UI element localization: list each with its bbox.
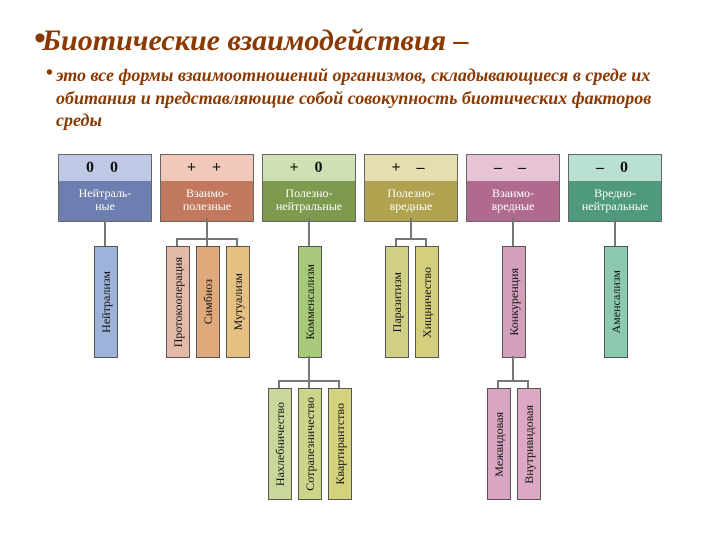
connector — [425, 238, 427, 246]
tier1-label: Симбиоз — [201, 273, 216, 330]
diagram-column: – –Взаимо-вредные — [466, 154, 560, 222]
tier1-box: Симбиоз — [196, 246, 220, 358]
column-label: Взаимо-вредные — [467, 181, 559, 221]
connector — [206, 238, 208, 246]
tier2-label: Квартирантство — [333, 397, 348, 491]
connector — [512, 218, 514, 240]
connector — [308, 356, 310, 382]
sign-row: + – — [365, 155, 457, 181]
column-label: Взаимо-полезные — [161, 181, 253, 221]
diagram-column: + –Полезно-вредные — [364, 154, 458, 222]
tier2-label: Сотрапезничество — [303, 391, 318, 497]
tier1-box: Мутуализм — [226, 246, 250, 358]
diagram-column: 0 0Нейтраль-ные — [58, 154, 152, 222]
tier2-box: Межвидовая — [487, 388, 511, 500]
sign-row: – – — [467, 155, 559, 181]
connector — [512, 356, 514, 382]
tier1-label: Мутуализм — [231, 267, 246, 336]
tier1-label: Протокооперация — [171, 251, 186, 353]
diagram-column: + +Взаимо-полезные — [160, 154, 254, 222]
connector — [512, 238, 514, 246]
connector — [395, 238, 427, 240]
connector — [206, 218, 208, 240]
tier1-box: Комменсализм — [298, 246, 322, 358]
tier1-box: Аменсализм — [604, 246, 628, 358]
connector — [410, 218, 412, 240]
connector — [236, 238, 238, 246]
tier2-label: Межвидовая — [492, 406, 507, 483]
page-title: Биотические взаимодействия – — [42, 24, 469, 58]
tier1-box: Нейтрализм — [94, 246, 118, 358]
interaction-diagram: 0 0Нейтраль-ные Нейтрализм + +Взаимо-полез… — [58, 154, 662, 514]
column-header: – –Взаимо-вредные — [466, 154, 560, 222]
connector — [176, 238, 178, 246]
connector — [308, 238, 310, 246]
tier1-label: Хищничество — [420, 261, 435, 344]
connector — [338, 380, 340, 388]
tier1-box: Паразитизм — [385, 246, 409, 358]
column-label: Вредно-нейтральные — [569, 181, 661, 221]
column-header: + +Взаимо-полезные — [160, 154, 254, 222]
connector — [614, 238, 616, 246]
tier2-box: Квартирантство — [328, 388, 352, 500]
tier1-label: Нейтрализм — [99, 265, 114, 339]
connector — [497, 380, 499, 388]
connector — [497, 380, 529, 382]
connector — [278, 380, 280, 388]
connector — [527, 380, 529, 388]
diagram-column: – 0Вредно-нейтральные — [568, 154, 662, 222]
tier1-label: Конкуренция — [507, 262, 522, 342]
column-label: Полезно-нейтральные — [263, 181, 355, 221]
sign-row: + 0 — [263, 155, 355, 181]
column-header: + 0Полезно-нейтральные — [262, 154, 356, 222]
tier1-label: Комменсализм — [303, 258, 318, 346]
column-label: Полезно-вредные — [365, 181, 457, 221]
diagram-column: + 0Полезно-нейтральные — [262, 154, 356, 222]
tier2-label: Нахлебничество — [273, 396, 288, 492]
sign-row: + + — [161, 155, 253, 181]
tier1-box: Протокооперация — [166, 246, 190, 358]
tier1-box: Хищничество — [415, 246, 439, 358]
connector — [614, 218, 616, 240]
tier2-box: Нахлебничество — [268, 388, 292, 500]
connector — [308, 218, 310, 240]
column-header: + –Полезно-вредные — [364, 154, 458, 222]
page-subtitle: это все формы взаимоотношений организмов… — [56, 64, 700, 132]
column-header: 0 0Нейтраль-ные — [58, 154, 152, 222]
tier2-box: Внутривидовая — [517, 388, 541, 500]
connector — [104, 218, 106, 240]
connector — [395, 238, 397, 246]
connector — [104, 238, 106, 246]
tier1-label: Паразитизм — [390, 266, 405, 338]
column-header: – 0Вредно-нейтральные — [568, 154, 662, 222]
column-label: Нейтраль-ные — [59, 181, 151, 221]
sign-row: – 0 — [569, 155, 661, 181]
tier2-box: Сотрапезничество — [298, 388, 322, 500]
tier1-box: Конкуренция — [502, 246, 526, 358]
tier1-label: Аменсализм — [609, 264, 624, 340]
bullet-icon: • — [46, 62, 53, 85]
sign-row: 0 0 — [59, 155, 151, 181]
tier2-label: Внутривидовая — [522, 399, 537, 490]
connector — [308, 380, 310, 388]
